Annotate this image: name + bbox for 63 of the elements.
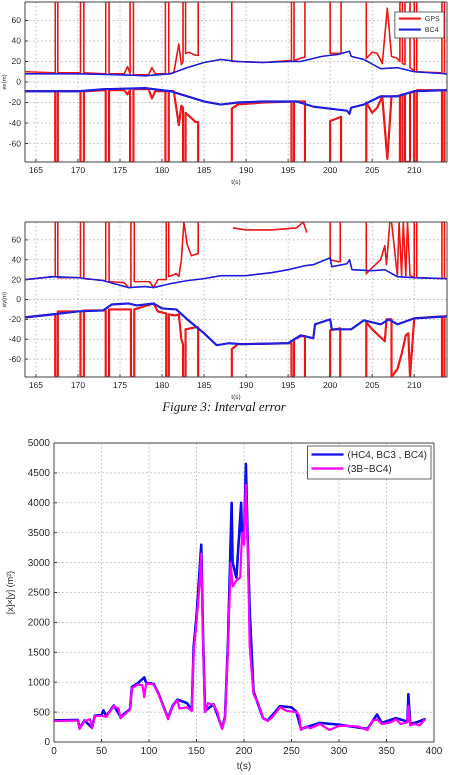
x-tick-label: 165 xyxy=(28,380,44,390)
x-tick-label: 200 xyxy=(236,746,253,758)
y-tick-label: 4000 xyxy=(28,498,50,509)
y-tick-label: -20 xyxy=(8,314,22,324)
x-tick-label: 210 xyxy=(407,380,422,390)
y-tick-label: 1500 xyxy=(28,648,50,658)
y-tick-label: 60 xyxy=(12,234,22,245)
x-tick-label: 100 xyxy=(140,746,158,758)
line-series xyxy=(25,256,447,288)
x-tick-label: 175 xyxy=(112,380,128,390)
y-tick-label: -40 xyxy=(8,118,22,128)
x-tick-label: 180 xyxy=(154,380,170,390)
x-tick-label: 190 xyxy=(238,380,254,390)
x-tick-label: 195 xyxy=(281,380,296,390)
x-tick-label: 165 xyxy=(28,165,44,176)
x-tick-label: 185 xyxy=(196,165,212,176)
x-tick-label: 150 xyxy=(188,746,206,758)
x-tick-label: 200 xyxy=(323,380,338,390)
x-tick-label: 195 xyxy=(281,165,296,176)
y-tick-label: 20 xyxy=(12,274,22,284)
x-tick-label: 175 xyxy=(112,165,128,176)
x-tick-label: 50 xyxy=(96,746,108,758)
x-tick-label: 180 xyxy=(154,165,170,176)
y-tick-label: 2500 xyxy=(28,588,50,599)
x-tick-label: 205 xyxy=(365,165,380,176)
y-tick-label: 4500 xyxy=(28,468,50,480)
y-tick-label: 1000 xyxy=(28,677,50,688)
y-tick-label: 60 xyxy=(12,15,22,26)
y-tick-label: 0 xyxy=(44,737,50,748)
y-tick-label: 40 xyxy=(12,254,22,264)
x-axis-title: t(s) xyxy=(236,761,252,772)
line-series xyxy=(25,302,447,346)
y-tick-label: 20 xyxy=(12,56,22,66)
x-tick-label: 400 xyxy=(426,746,443,758)
y-tick-label: -20 xyxy=(8,97,22,108)
y-tick-label: 40 xyxy=(12,36,22,46)
y-tick-label: 500 xyxy=(33,707,50,718)
y-tick-label: 2000 xyxy=(28,618,50,629)
y-tick-label: -60 xyxy=(8,138,22,148)
x-tick-label: 250 xyxy=(283,746,300,758)
y-tick-label: 5000 xyxy=(28,438,50,450)
x-tick-label: 350 xyxy=(378,746,396,758)
y-tick-label: 0 xyxy=(16,294,22,304)
x-tick-label: 205 xyxy=(365,380,380,390)
y-tick-label: 3500 xyxy=(28,528,50,539)
y-axis-title: [x]×[y] (m²) xyxy=(5,570,15,614)
legend-label: (HC4, BC3 , BC4) xyxy=(348,450,427,461)
x-tick-label: 190 xyxy=(238,165,254,176)
y-tick-label: -40 xyxy=(8,334,22,344)
legend-label: (3B−BC4) xyxy=(348,464,392,475)
x-tick-label: 200 xyxy=(323,165,338,176)
x-tick-label: 170 xyxy=(70,165,86,176)
x-tick-label: 185 xyxy=(196,380,212,390)
x-tick-label: 0 xyxy=(51,746,58,758)
x-tick-label: 170 xyxy=(70,380,86,390)
y-tick-label: 3000 xyxy=(28,558,50,569)
x-tick-label: 300 xyxy=(330,746,348,758)
y-tick-label: 0 xyxy=(16,76,22,87)
x-tick-label: 210 xyxy=(407,165,422,176)
line-series xyxy=(25,50,447,77)
caption: Figure 3: Interval error xyxy=(161,399,287,414)
y-tick-label: -60 xyxy=(8,354,22,364)
line-series xyxy=(25,87,447,115)
